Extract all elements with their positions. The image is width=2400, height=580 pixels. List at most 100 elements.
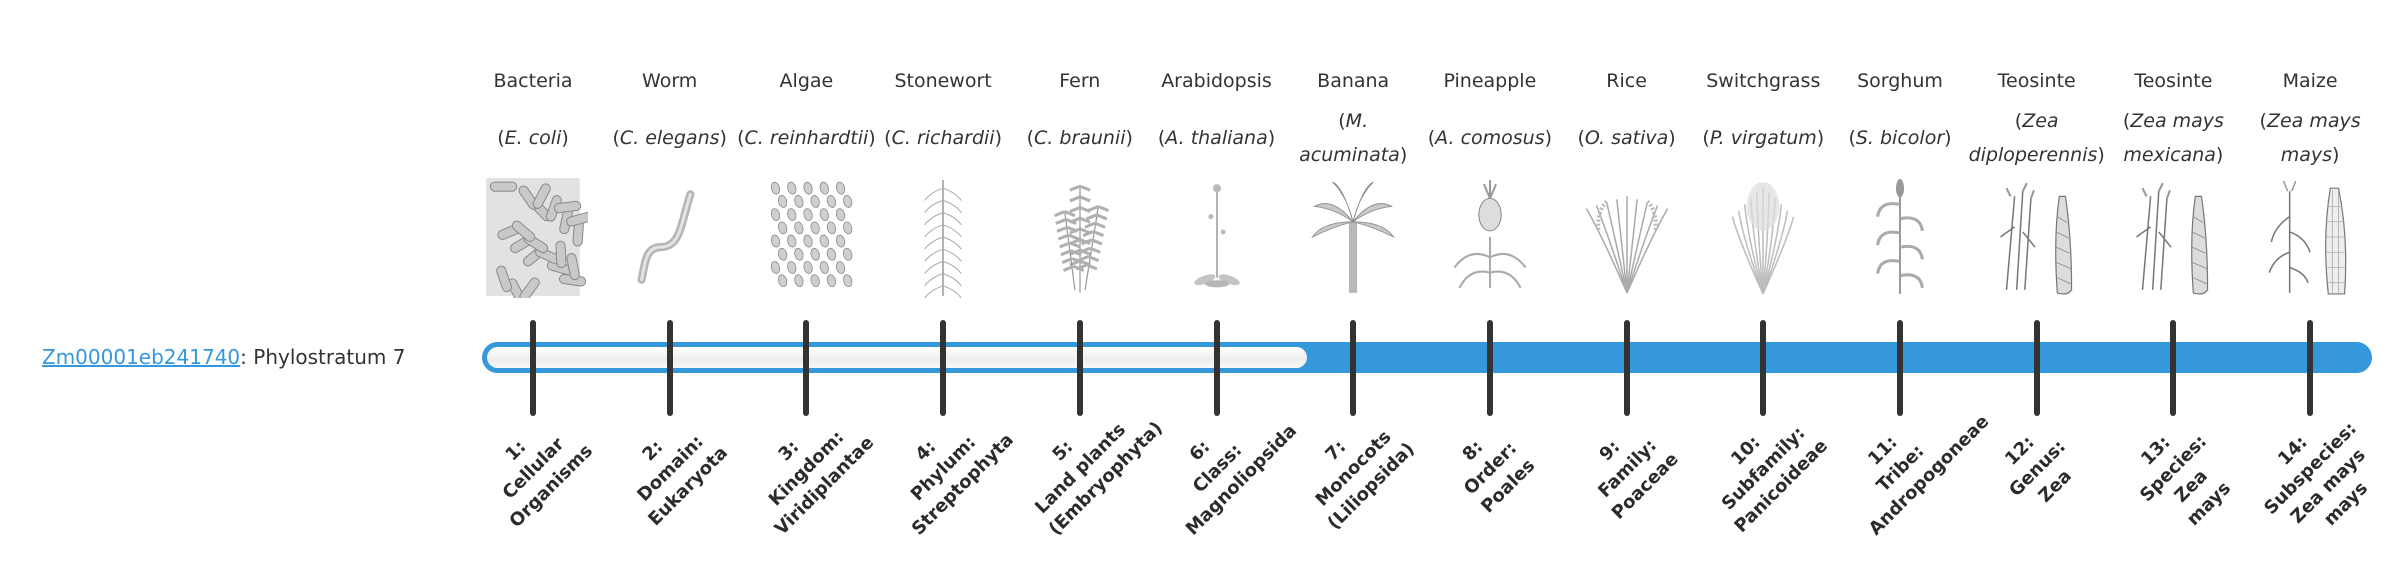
organism-scientific-name: (E. coli) xyxy=(463,104,603,172)
organism-scientific-name: (Zea mays mexicana) xyxy=(2103,104,2243,172)
paren-close: ) xyxy=(1668,127,1676,149)
organism-common-name: Banana xyxy=(1317,70,1390,92)
paren-close: ) xyxy=(1944,127,1952,149)
stratum-tick xyxy=(1486,320,1493,416)
organism-common-name: Stonewort xyxy=(894,70,992,92)
stratum-label: 9: Family: Poaceae xyxy=(1593,435,1683,524)
stratum-label: 14: Subspecies: Zea mays mays xyxy=(2260,418,2373,530)
species-name: A. comosus xyxy=(1435,127,1545,149)
scientific-name-text: (A. thaliana) xyxy=(1158,121,1275,155)
stratum-tick xyxy=(1076,320,1083,416)
organism-scientific-name: (C. elegans) xyxy=(600,104,740,172)
stratum-label: 8: Order: Poales xyxy=(1458,436,1540,518)
organism-common-name: Teosinte xyxy=(1997,70,2076,92)
stratum-label: 5: Land plants (Embryophyta) xyxy=(1030,417,1167,540)
species-name: P. virgatum xyxy=(1709,127,1817,149)
stratum-tick xyxy=(1760,320,1767,416)
stratum-tick xyxy=(940,320,947,416)
stratum-label: 1: Cellular Organisms xyxy=(498,433,597,532)
stonewort-illustration xyxy=(888,176,998,299)
paren-open: ( xyxy=(1157,127,1166,149)
separator: : xyxy=(240,345,247,369)
rice-illustration xyxy=(1572,176,1682,298)
scientific-name-text: (M. acuminata) xyxy=(1283,104,1423,172)
organism-scientific-name: (A. thaliana) xyxy=(1147,104,1287,172)
paren-open: ( xyxy=(497,127,505,149)
paren-open: ( xyxy=(884,127,892,149)
organism-common-name: Rice xyxy=(1606,70,1647,92)
stratum-label: 12: Genus: Zea xyxy=(2000,432,2076,507)
organism-common-name: Maize xyxy=(2282,70,2338,92)
scientific-name-text: (A. comosus) xyxy=(1428,121,1552,155)
species-name: S. bicolor xyxy=(1855,127,1945,149)
stratum-label: 11: Tribe: Andropogoneae xyxy=(1864,411,1994,540)
species-name: Zea mays mays xyxy=(2266,110,2361,166)
organism-scientific-name: (C. braunii) xyxy=(1010,104,1150,172)
stratum-tick xyxy=(2033,320,2040,416)
paren-open: ( xyxy=(737,127,745,149)
paren-close: ) xyxy=(1267,127,1276,149)
species-name: Zea diploperennis xyxy=(1968,110,2098,166)
scientific-name-text: (S. bicolor) xyxy=(1848,121,1951,155)
stratum-label: 4: Phylum: Streptophyta xyxy=(906,429,1019,540)
organism-common-name: Worm xyxy=(642,70,698,92)
paren-open: ( xyxy=(1338,110,1346,132)
paren-open: ( xyxy=(1577,127,1585,149)
stratum-tick xyxy=(2170,320,2177,416)
paren-close: ) xyxy=(2097,144,2105,166)
organism-scientific-name: (M. acuminata) xyxy=(1283,104,1423,172)
scientific-name-text: (C. braunii) xyxy=(1027,121,1133,155)
phylostratum-bar xyxy=(482,342,2372,373)
stratum-tick xyxy=(2307,320,2314,416)
stratum-label: 10: Subfamily: Panicoideae xyxy=(1717,422,1833,537)
scientific-name-text: (E. coli) xyxy=(497,121,569,155)
species-name: E. coli xyxy=(504,127,562,149)
organism-scientific-name: (C. richardii) xyxy=(873,104,1013,172)
organism-common-name: Algae xyxy=(779,70,834,92)
paren-close: ) xyxy=(561,127,569,149)
scientific-name-text: (Zea mays mexicana) xyxy=(2103,104,2243,172)
organism-common-name: Sorghum xyxy=(1857,70,1943,92)
bacteria-illustration xyxy=(478,176,594,304)
scientific-name-text: (O. sativa) xyxy=(1577,121,1675,155)
stratum-tick xyxy=(530,320,536,416)
paren-open: ( xyxy=(2014,110,2023,132)
organism-scientific-name: (O. sativa) xyxy=(1557,104,1697,172)
species-name: C. elegans xyxy=(619,127,720,149)
fern-illustration xyxy=(1025,176,1135,298)
paren-close: ) xyxy=(1125,127,1133,149)
organism-scientific-name: (Zea diploperennis) xyxy=(1967,104,2107,172)
paren-close: ) xyxy=(719,127,727,149)
organism-scientific-name: (S. bicolor) xyxy=(1830,104,1970,172)
species-name: M. acuminata xyxy=(1299,110,1400,166)
worm-illustration xyxy=(615,176,725,298)
organism-scientific-name: (P. virgatum) xyxy=(1693,104,1833,172)
paren-open: ( xyxy=(1702,127,1710,149)
arabidopsis-illustration xyxy=(1162,176,1272,298)
stratum-label: 2: Domain: Eukaryota xyxy=(632,431,732,531)
paren-close: ) xyxy=(1399,144,1408,166)
paren-open: ( xyxy=(2122,110,2131,132)
sorghum-illustration xyxy=(1845,176,1955,298)
phylostratum-text: Phylostratum 7 xyxy=(253,345,406,369)
organism-common-name: Pineapple xyxy=(1443,70,1537,92)
species-name: A. thaliana xyxy=(1165,127,1268,149)
organism-common-name: Fern xyxy=(1059,70,1101,92)
scientific-name-text: (C. richardii) xyxy=(884,121,1002,155)
gene-id-link[interactable]: Zm00001eb241740 xyxy=(42,345,241,369)
paren-open: ( xyxy=(2259,110,2267,132)
organism-scientific-name: (Zea mays mays) xyxy=(2240,104,2380,172)
bar-unfilled-segment xyxy=(487,347,1308,368)
scientific-name-text: (P. virgatum) xyxy=(1702,121,1824,155)
pineapple-illustration xyxy=(1435,176,1545,298)
stratum-tick xyxy=(1350,320,1357,416)
stratum-tick xyxy=(803,320,810,416)
paren-open: ( xyxy=(1848,127,1856,149)
paren-close: ) xyxy=(994,127,1003,149)
paren-open: ( xyxy=(1026,127,1035,149)
scientific-name-text: (Zea diploperennis) xyxy=(1967,104,2107,172)
species-name: C. richardii xyxy=(891,127,995,149)
paren-close: ) xyxy=(2332,144,2340,166)
paren-close: ) xyxy=(868,127,876,149)
gene-phylostratum-label: Zm00001eb241740: Phylostratum 7 xyxy=(42,342,405,372)
